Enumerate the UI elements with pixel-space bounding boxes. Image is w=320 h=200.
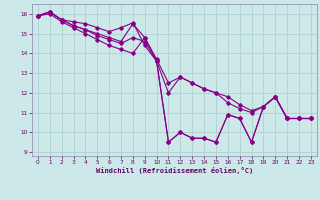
X-axis label: Windchill (Refroidissement éolien,°C): Windchill (Refroidissement éolien,°C) bbox=[96, 167, 253, 174]
